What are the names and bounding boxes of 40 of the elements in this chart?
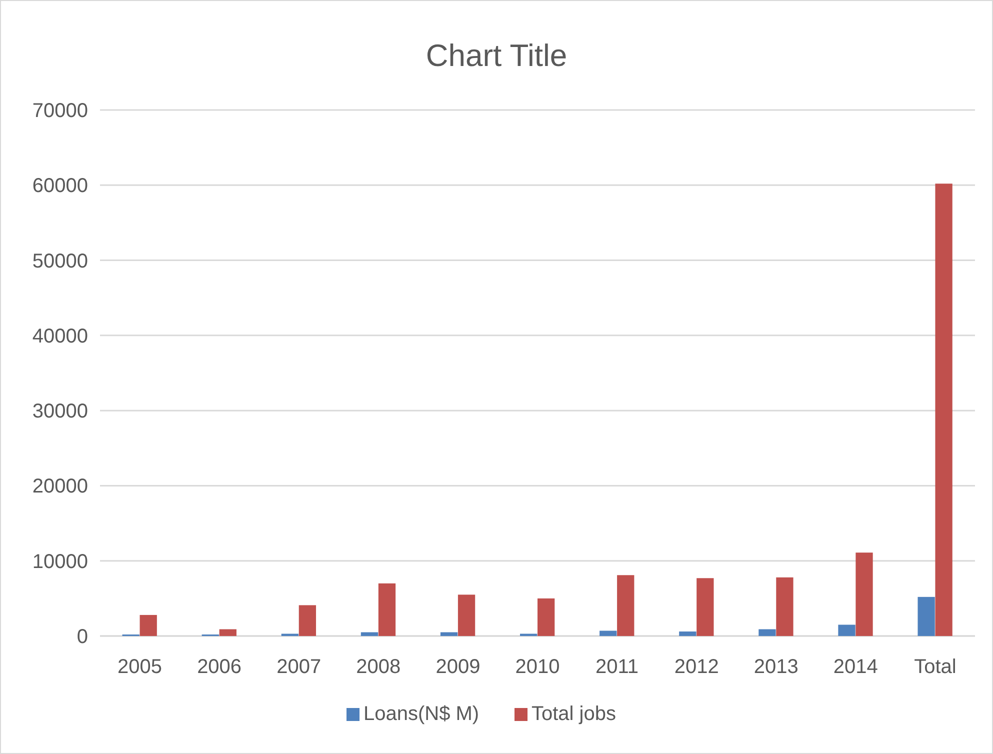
- x-tick-label: 2006: [197, 656, 242, 678]
- bar: [679, 631, 696, 636]
- y-tick-label: 10000: [32, 550, 88, 573]
- bar: [856, 552, 873, 636]
- legend-label: Total jobs: [532, 703, 616, 725]
- y-tick-label: 50000: [32, 250, 88, 272]
- y-tick-label: 40000: [32, 325, 88, 348]
- bar: [776, 577, 794, 636]
- legend-label: Loans(N$ M): [364, 703, 480, 725]
- bar: [935, 184, 952, 636]
- bar: [617, 575, 634, 636]
- bar: [440, 632, 458, 636]
- bar: [458, 594, 476, 636]
- bar: [696, 578, 714, 636]
- bar: [360, 632, 378, 636]
- x-tick-label: 2008: [356, 656, 401, 678]
- bar: [918, 596, 935, 636]
- bar: [298, 605, 316, 636]
- bar: [538, 598, 555, 636]
- y-tick-label: 70000: [32, 100, 88, 122]
- bar: [140, 614, 157, 636]
- y-tick-label: 20000: [32, 476, 88, 498]
- x-tick-label: Total: [914, 656, 956, 678]
- x-tick-label: 2013: [754, 656, 798, 678]
- x-tick-label: 2012: [674, 656, 719, 678]
- bar: [378, 583, 396, 636]
- bar: [219, 629, 236, 636]
- bar: [758, 629, 776, 636]
- x-tick-label: 2010: [515, 656, 560, 678]
- x-tick-label: 2005: [118, 656, 162, 678]
- bar: [838, 624, 856, 636]
- x-tick-label: 2014: [833, 656, 878, 678]
- chart-title: Chart Title: [426, 38, 568, 73]
- y-tick-label: 60000: [32, 175, 88, 198]
- x-tick-label: 2009: [436, 656, 480, 678]
- bar: [600, 630, 617, 636]
- y-tick-label: 30000: [32, 400, 88, 423]
- x-tick-label: 2007: [276, 656, 322, 678]
- x-tick-label: 2011: [596, 656, 639, 678]
- y-tick-label: 0: [76, 626, 88, 648]
